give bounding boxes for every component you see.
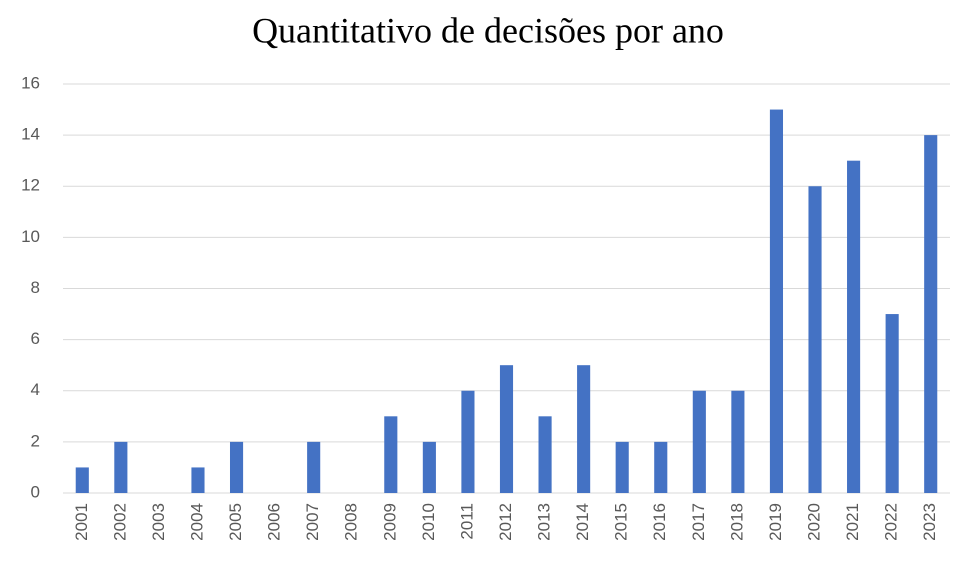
bar bbox=[422, 441, 436, 493]
y-tick-label: 2 bbox=[31, 431, 40, 450]
bar bbox=[885, 314, 899, 493]
x-tick-label: 2019 bbox=[766, 503, 785, 541]
bar bbox=[692, 390, 706, 493]
x-tick-label: 2010 bbox=[419, 503, 438, 541]
y-tick-label: 0 bbox=[31, 482, 40, 501]
bar bbox=[307, 441, 321, 493]
x-tick-label: 2003 bbox=[149, 503, 168, 541]
bar bbox=[615, 441, 629, 493]
bar bbox=[731, 390, 745, 493]
bar bbox=[499, 365, 514, 493]
x-tick-label: 2009 bbox=[380, 503, 399, 541]
x-tick-label: 2016 bbox=[650, 503, 669, 541]
y-tick-label: 8 bbox=[31, 278, 40, 297]
bar bbox=[924, 135, 938, 493]
x-tick-label: 2011 bbox=[457, 503, 476, 540]
x-tick-label: 2012 bbox=[496, 503, 515, 541]
bar bbox=[191, 467, 205, 493]
x-tick-label: 2008 bbox=[342, 503, 361, 541]
x-tick-label: 2004 bbox=[187, 503, 206, 541]
x-tick-label: 2021 bbox=[843, 503, 862, 541]
bar bbox=[384, 416, 398, 493]
x-tick-label: 2001 bbox=[72, 503, 91, 541]
bar bbox=[114, 441, 128, 493]
x-tick-label: 2013 bbox=[535, 503, 554, 541]
x-tick-label: 2007 bbox=[303, 503, 322, 541]
bar bbox=[229, 441, 244, 493]
bar bbox=[577, 365, 591, 493]
x-tick-label: 2017 bbox=[689, 503, 708, 541]
y-tick-label: 10 bbox=[21, 227, 40, 246]
bar bbox=[654, 441, 668, 493]
y-tick-label: 6 bbox=[31, 329, 40, 348]
y-tick-label: 16 bbox=[21, 73, 40, 92]
x-tick-label: 2006 bbox=[265, 503, 284, 541]
chart-title: Quantitativo de decisões por ano bbox=[252, 10, 724, 50]
bar bbox=[75, 467, 89, 493]
x-tick-label: 2020 bbox=[805, 503, 824, 541]
x-tick-label: 2018 bbox=[727, 503, 746, 541]
bar bbox=[538, 416, 552, 493]
bar bbox=[847, 160, 861, 493]
bar bbox=[808, 186, 822, 493]
x-tick-label: 2014 bbox=[573, 503, 592, 541]
x-tick-label: 2023 bbox=[920, 503, 939, 541]
x-tick-label: 2015 bbox=[612, 503, 631, 541]
y-tick-label: 14 bbox=[21, 125, 40, 144]
x-tick-label: 2002 bbox=[110, 503, 129, 541]
y-tick-label: 12 bbox=[21, 176, 40, 195]
bar bbox=[769, 109, 784, 493]
x-tick-label: 2022 bbox=[882, 503, 901, 541]
bar bbox=[461, 390, 475, 493]
x-tick-label: 2005 bbox=[226, 503, 245, 541]
y-tick-label: 4 bbox=[31, 380, 40, 399]
